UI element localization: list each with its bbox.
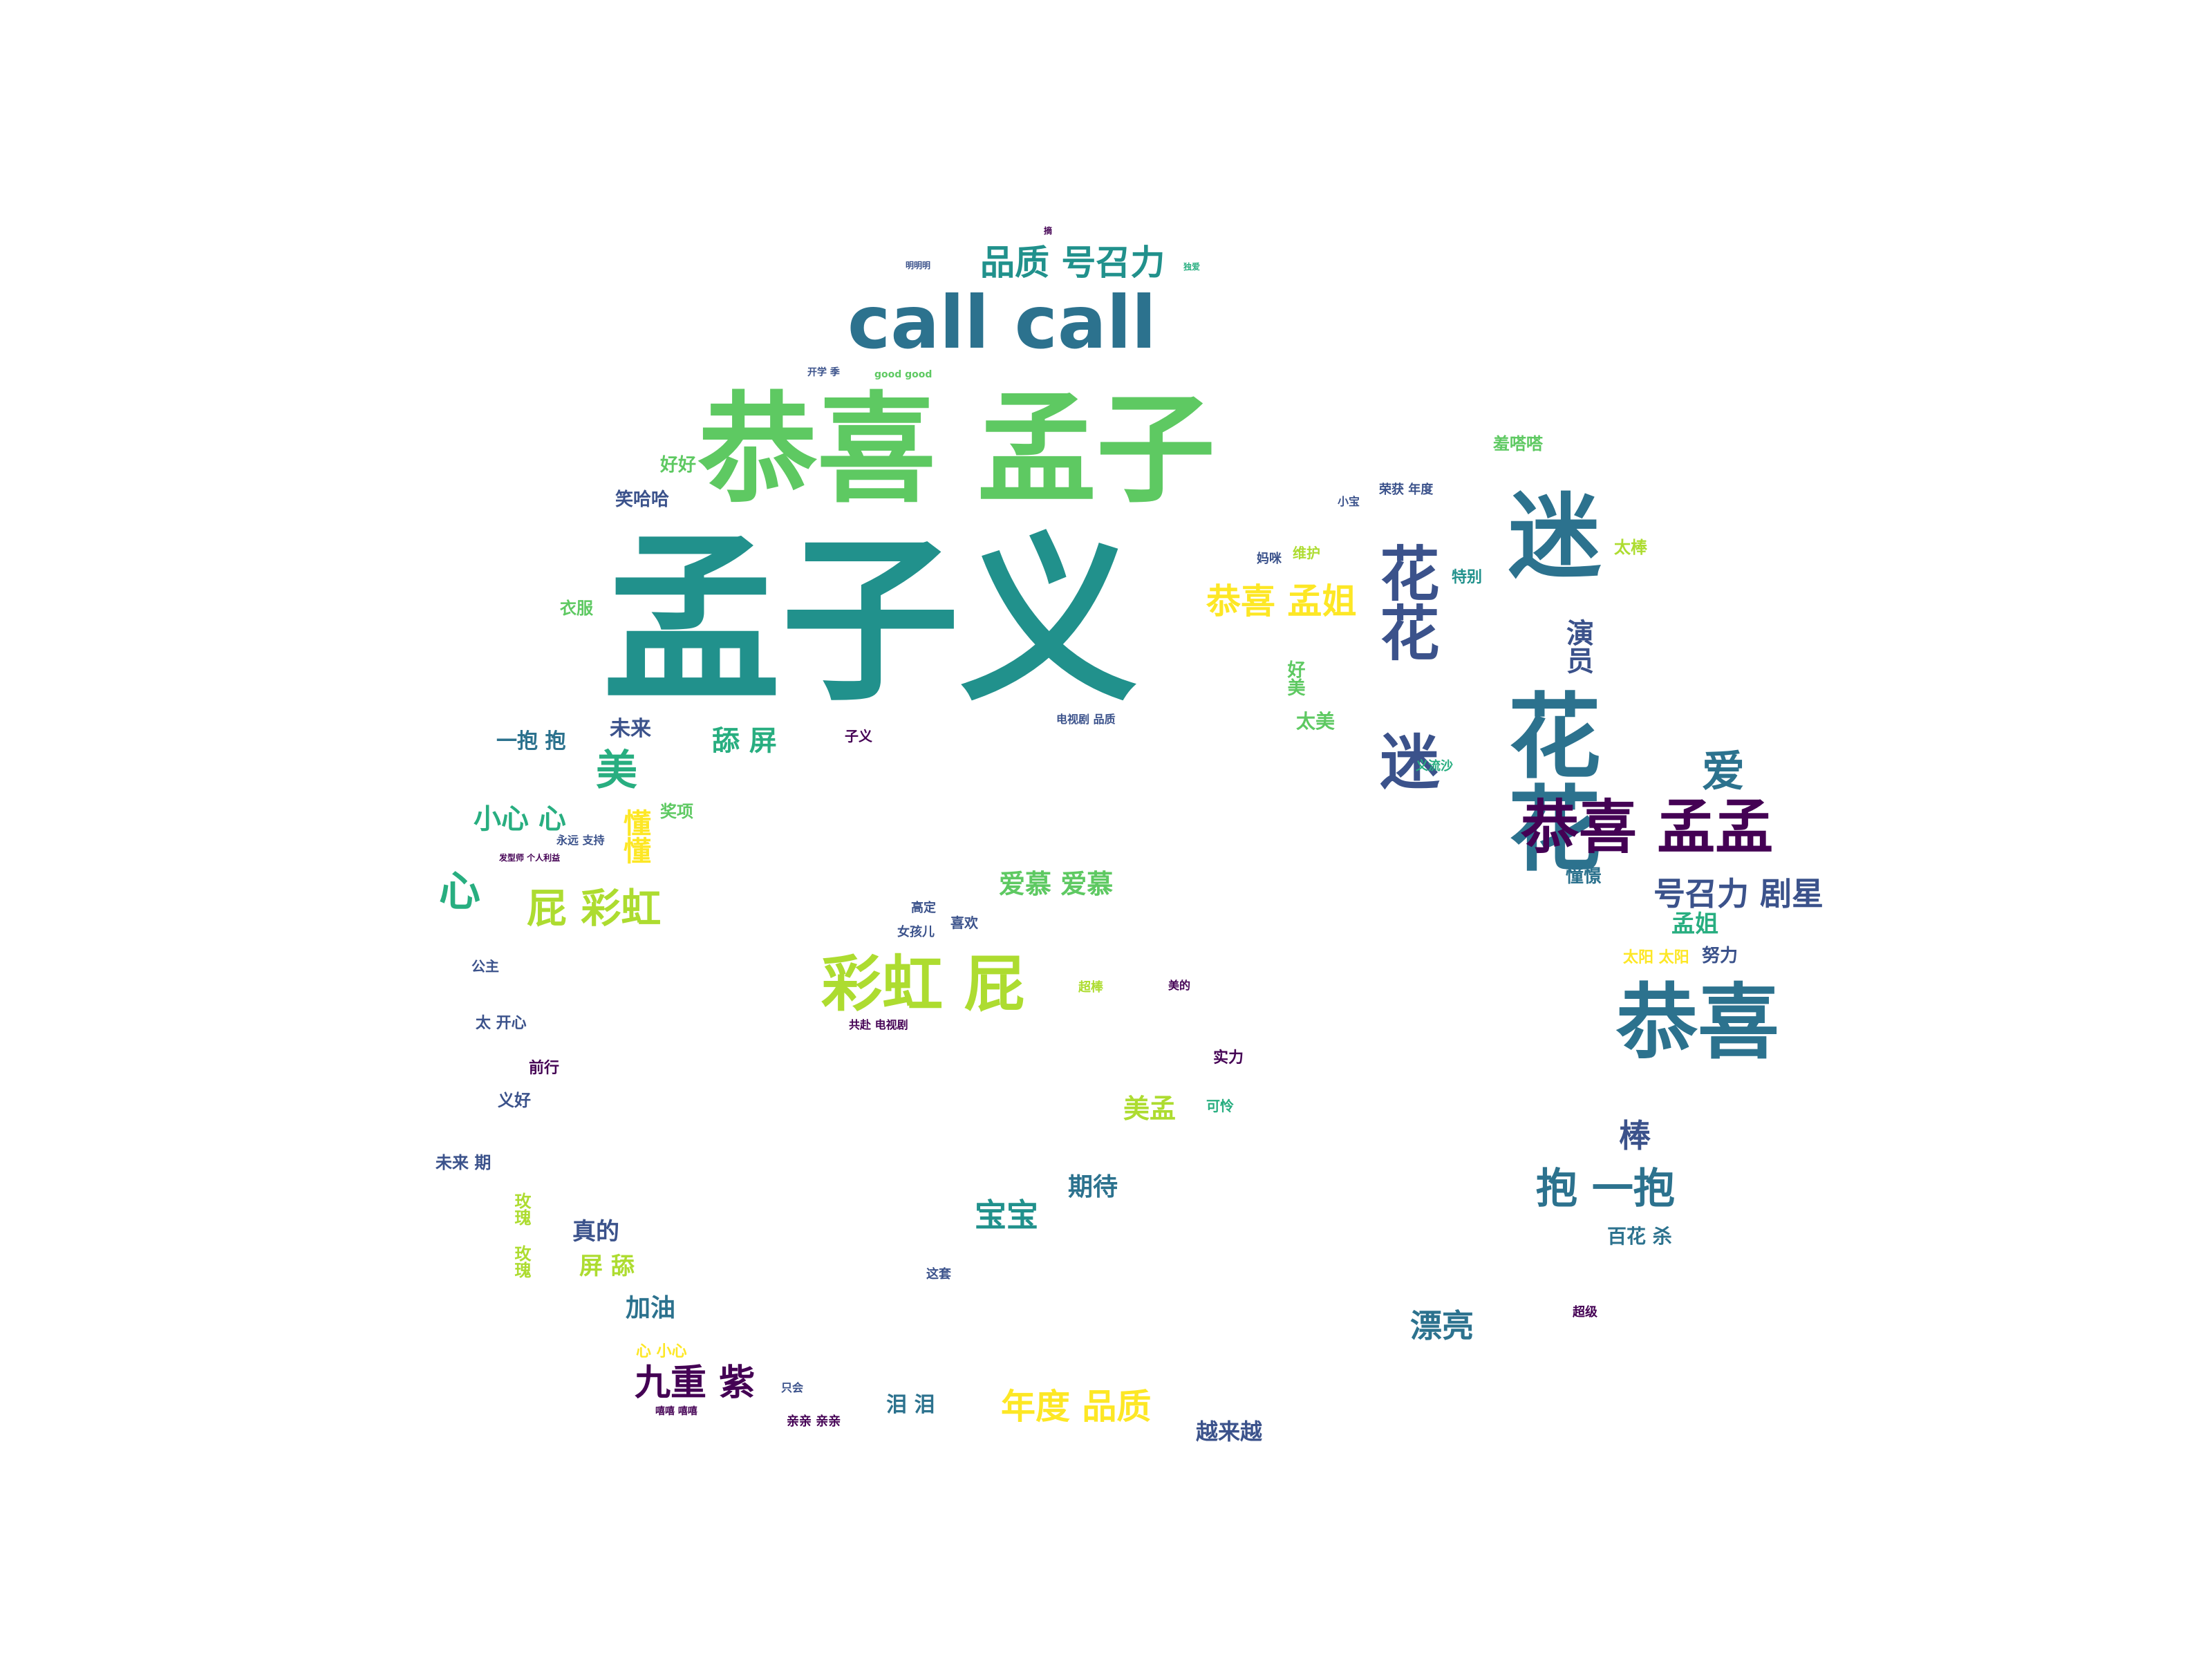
word-ping-tian: 屏 舔	[579, 1253, 635, 1280]
word-weilai-qi: 未来 期	[435, 1153, 491, 1172]
word-xiaoxin-xin: 小心 心	[474, 803, 566, 835]
word-meimeng: 美孟	[1123, 1094, 1177, 1124]
word-ronghuo-niandu: 荣获 年度	[1379, 482, 1434, 497]
word-chongjing: 憧憬	[1566, 866, 1602, 887]
word-yihao: 义好	[498, 1091, 531, 1110]
word-kelian: 可怜	[1206, 1098, 1234, 1114]
word-gongxi-mengzi: 恭喜 孟子	[698, 380, 1215, 519]
word-xiaohaha: 笑哈哈	[615, 489, 670, 510]
word-yibao-bao: 一抱 抱	[496, 729, 566, 753]
word-duai: 独爱	[1183, 262, 1201, 272]
word-haohao: 好好	[660, 455, 697, 476]
word-taibang: 太棒	[1614, 538, 1647, 557]
word-tai-kaixin: 太 开心	[476, 1015, 527, 1032]
word-jiayou: 加油	[626, 1294, 676, 1322]
word-yanyuan: 演员	[1562, 619, 1593, 674]
word-mami: 妈咪	[1257, 552, 1282, 566]
word-mi-huahua: 迷 花花	[1492, 487, 1600, 873]
word-xiudada: 羞嗒嗒	[1493, 434, 1543, 453]
word-mei: 美	[596, 747, 637, 795]
word-jiuzhong-zi: 九重 紫	[635, 1362, 756, 1404]
word-tian-ping: 舔 屏	[712, 725, 777, 757]
word-bao-yibao: 抱 一抱	[1536, 1165, 1675, 1213]
word-piaoliang: 漂亮	[1410, 1307, 1474, 1344]
word-gongfu-dianshiju: 共赴 电视剧	[849, 1018, 908, 1031]
word-qidai: 期待	[1068, 1173, 1118, 1201]
word-chaobang: 超棒	[1078, 980, 1103, 995]
word-gongxi-mengmeng: 恭喜 孟孟	[1521, 794, 1774, 861]
word-lei-lei: 泪 泪	[886, 1393, 935, 1417]
word-dianshiju-pinzhi: 电视剧 品质	[1056, 713, 1116, 726]
word-good-good: good good	[874, 369, 932, 380]
word-xihuan: 喜欢	[950, 915, 978, 931]
word-tebie: 特别	[1452, 569, 1483, 586]
word-zhetao: 这套	[926, 1267, 951, 1282]
word-haozhaoli-juxing: 号召力 剧星	[1653, 875, 1824, 912]
word-kaixue-ji: 开学 季	[807, 367, 840, 378]
word-aimu-aimu: 爱慕 爱慕	[999, 869, 1114, 899]
word-meigui-meigui: 玫瑰 玫瑰	[512, 1192, 531, 1278]
word-zhende: 真的	[572, 1218, 619, 1246]
word-yuelaiyue: 越来越	[1196, 1418, 1263, 1445]
word-zhai: 摘	[1044, 226, 1053, 236]
word-ziyi: 子义	[845, 728, 872, 744]
word-qianxing: 前行	[529, 1060, 560, 1077]
word-shili: 实力	[1213, 1049, 1244, 1067]
word-taimei: 太美	[1296, 710, 1335, 733]
word-call-call: call call	[847, 281, 1156, 365]
word-yifu: 衣服	[560, 599, 593, 618]
word-baobao: 宝宝	[975, 1197, 1038, 1234]
word-mingmingming: 明明明	[906, 261, 931, 270]
word-gongxi-mengjie: 恭喜 孟姐	[1206, 581, 1357, 621]
word-gongzhu: 公主	[471, 958, 499, 975]
word-huahua-mi: 花花 迷	[1369, 543, 1438, 790]
word-jiangxiang: 奖项	[660, 802, 693, 821]
word-caihong-pi: 彩虹 屁	[821, 948, 1025, 1020]
word-haomei: 好美	[1284, 660, 1305, 696]
word-bang: 棒	[1619, 1117, 1651, 1154]
word-qinqin-qinqin: 亲亲 亲亲	[787, 1414, 841, 1429]
word-nvhaier: 女孩儿	[897, 925, 935, 939]
word-yiliusha: 义流沙	[1416, 759, 1453, 774]
word-gaoding: 高定	[911, 901, 936, 915]
word-taiyang-taiyang: 太阳 太阳	[1623, 949, 1689, 966]
word-xixi-xixi: 嘻嘻 嘻嘻	[655, 1406, 697, 1417]
word-pi-caihong: 屁 彩虹	[527, 885, 662, 932]
word-ai: 爱	[1702, 746, 1745, 796]
word-chaoji: 超级	[1573, 1305, 1597, 1320]
word-mengziyi: 孟子义	[603, 518, 1138, 725]
word-mengjie: 孟姐	[1671, 910, 1718, 938]
word-meide: 美的	[1168, 979, 1191, 992]
word-xiaobao: 小宝	[1338, 495, 1360, 508]
word-weihu: 维护	[1293, 545, 1320, 561]
word-gongxi: 恭喜	[1616, 975, 1780, 1070]
word-niandu-pinzhi: 年度 品质	[1001, 1387, 1152, 1427]
word-weilai: 未来	[610, 717, 651, 741]
word-yongyuan-zhichi: 永远 支持	[556, 834, 605, 847]
word-dongdong: 懂懂	[619, 809, 650, 864]
word-baihua-sha: 百花 杀	[1607, 1225, 1672, 1248]
word-pinzhi-haozhaoli: 品质 号召力	[980, 243, 1165, 283]
word-xin: 心	[439, 868, 480, 916]
word-nuli: 努力	[1702, 946, 1738, 966]
word-faxingshi-gerenliyi: 发型师 个人利益	[499, 853, 561, 863]
word-xin-xiaoxin: 心 小心	[636, 1343, 687, 1360]
word-zhihui: 只会	[781, 1381, 804, 1394]
